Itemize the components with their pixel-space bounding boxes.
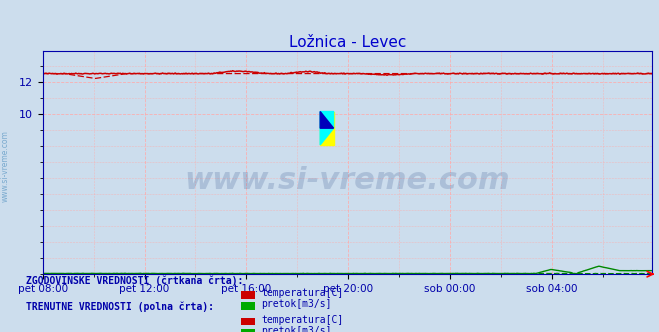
Title: Ložnica - Levec: Ložnica - Levec xyxy=(289,35,407,50)
Text: temperatura[C]: temperatura[C] xyxy=(262,315,344,325)
Text: pretok[m3/s]: pretok[m3/s] xyxy=(262,326,332,332)
Text: temperatura[C]: temperatura[C] xyxy=(262,289,344,298)
Text: pretok[m3/s]: pretok[m3/s] xyxy=(262,299,332,309)
Text: TRENUTNE VREDNOSTI (polna črta):: TRENUTNE VREDNOSTI (polna črta): xyxy=(26,302,214,312)
Polygon shape xyxy=(320,112,333,145)
Text: www.si-vreme.com: www.si-vreme.com xyxy=(185,166,511,195)
Polygon shape xyxy=(320,112,333,128)
Text: ZGODOVINSKE VREDNOSTI (črtkana črta):: ZGODOVINSKE VREDNOSTI (črtkana črta): xyxy=(26,275,244,286)
Polygon shape xyxy=(320,112,333,145)
Text: www.si-vreme.com: www.si-vreme.com xyxy=(1,130,10,202)
